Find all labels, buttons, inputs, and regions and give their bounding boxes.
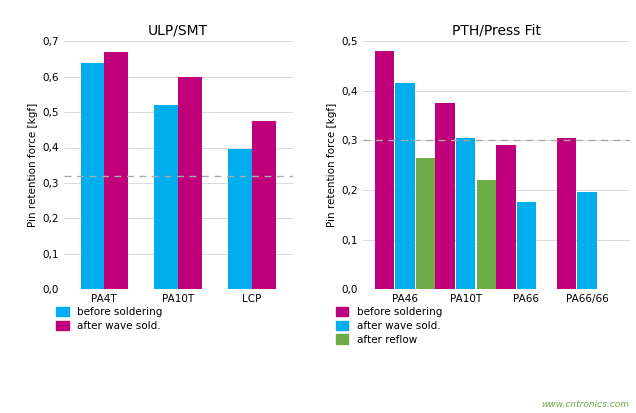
Bar: [252, 121, 275, 289]
Bar: [577, 192, 597, 289]
Bar: [81, 62, 104, 289]
Bar: [456, 138, 476, 289]
Bar: [396, 83, 415, 289]
Bar: [375, 51, 394, 289]
Bar: [516, 202, 536, 289]
Y-axis label: Pin retention force [kgf]: Pin retention force [kgf]: [327, 103, 337, 227]
Y-axis label: Pin retention force [kgf]: Pin retention force [kgf]: [28, 103, 38, 227]
Bar: [556, 138, 576, 289]
Title: PTH/Press Fit: PTH/Press Fit: [452, 24, 541, 37]
Bar: [476, 180, 496, 289]
Bar: [104, 52, 128, 289]
Text: www.cntronics.com: www.cntronics.com: [542, 400, 630, 409]
Legend: before soldering, after wave sold., after reflow: before soldering, after wave sold., afte…: [336, 307, 442, 345]
Legend: before soldering, after wave sold.: before soldering, after wave sold.: [56, 307, 162, 331]
Bar: [416, 158, 436, 289]
Bar: [155, 105, 178, 289]
Bar: [436, 103, 455, 289]
Bar: [496, 145, 516, 289]
Title: ULP/SMT: ULP/SMT: [148, 24, 208, 37]
Bar: [228, 149, 252, 289]
Bar: [178, 77, 202, 289]
